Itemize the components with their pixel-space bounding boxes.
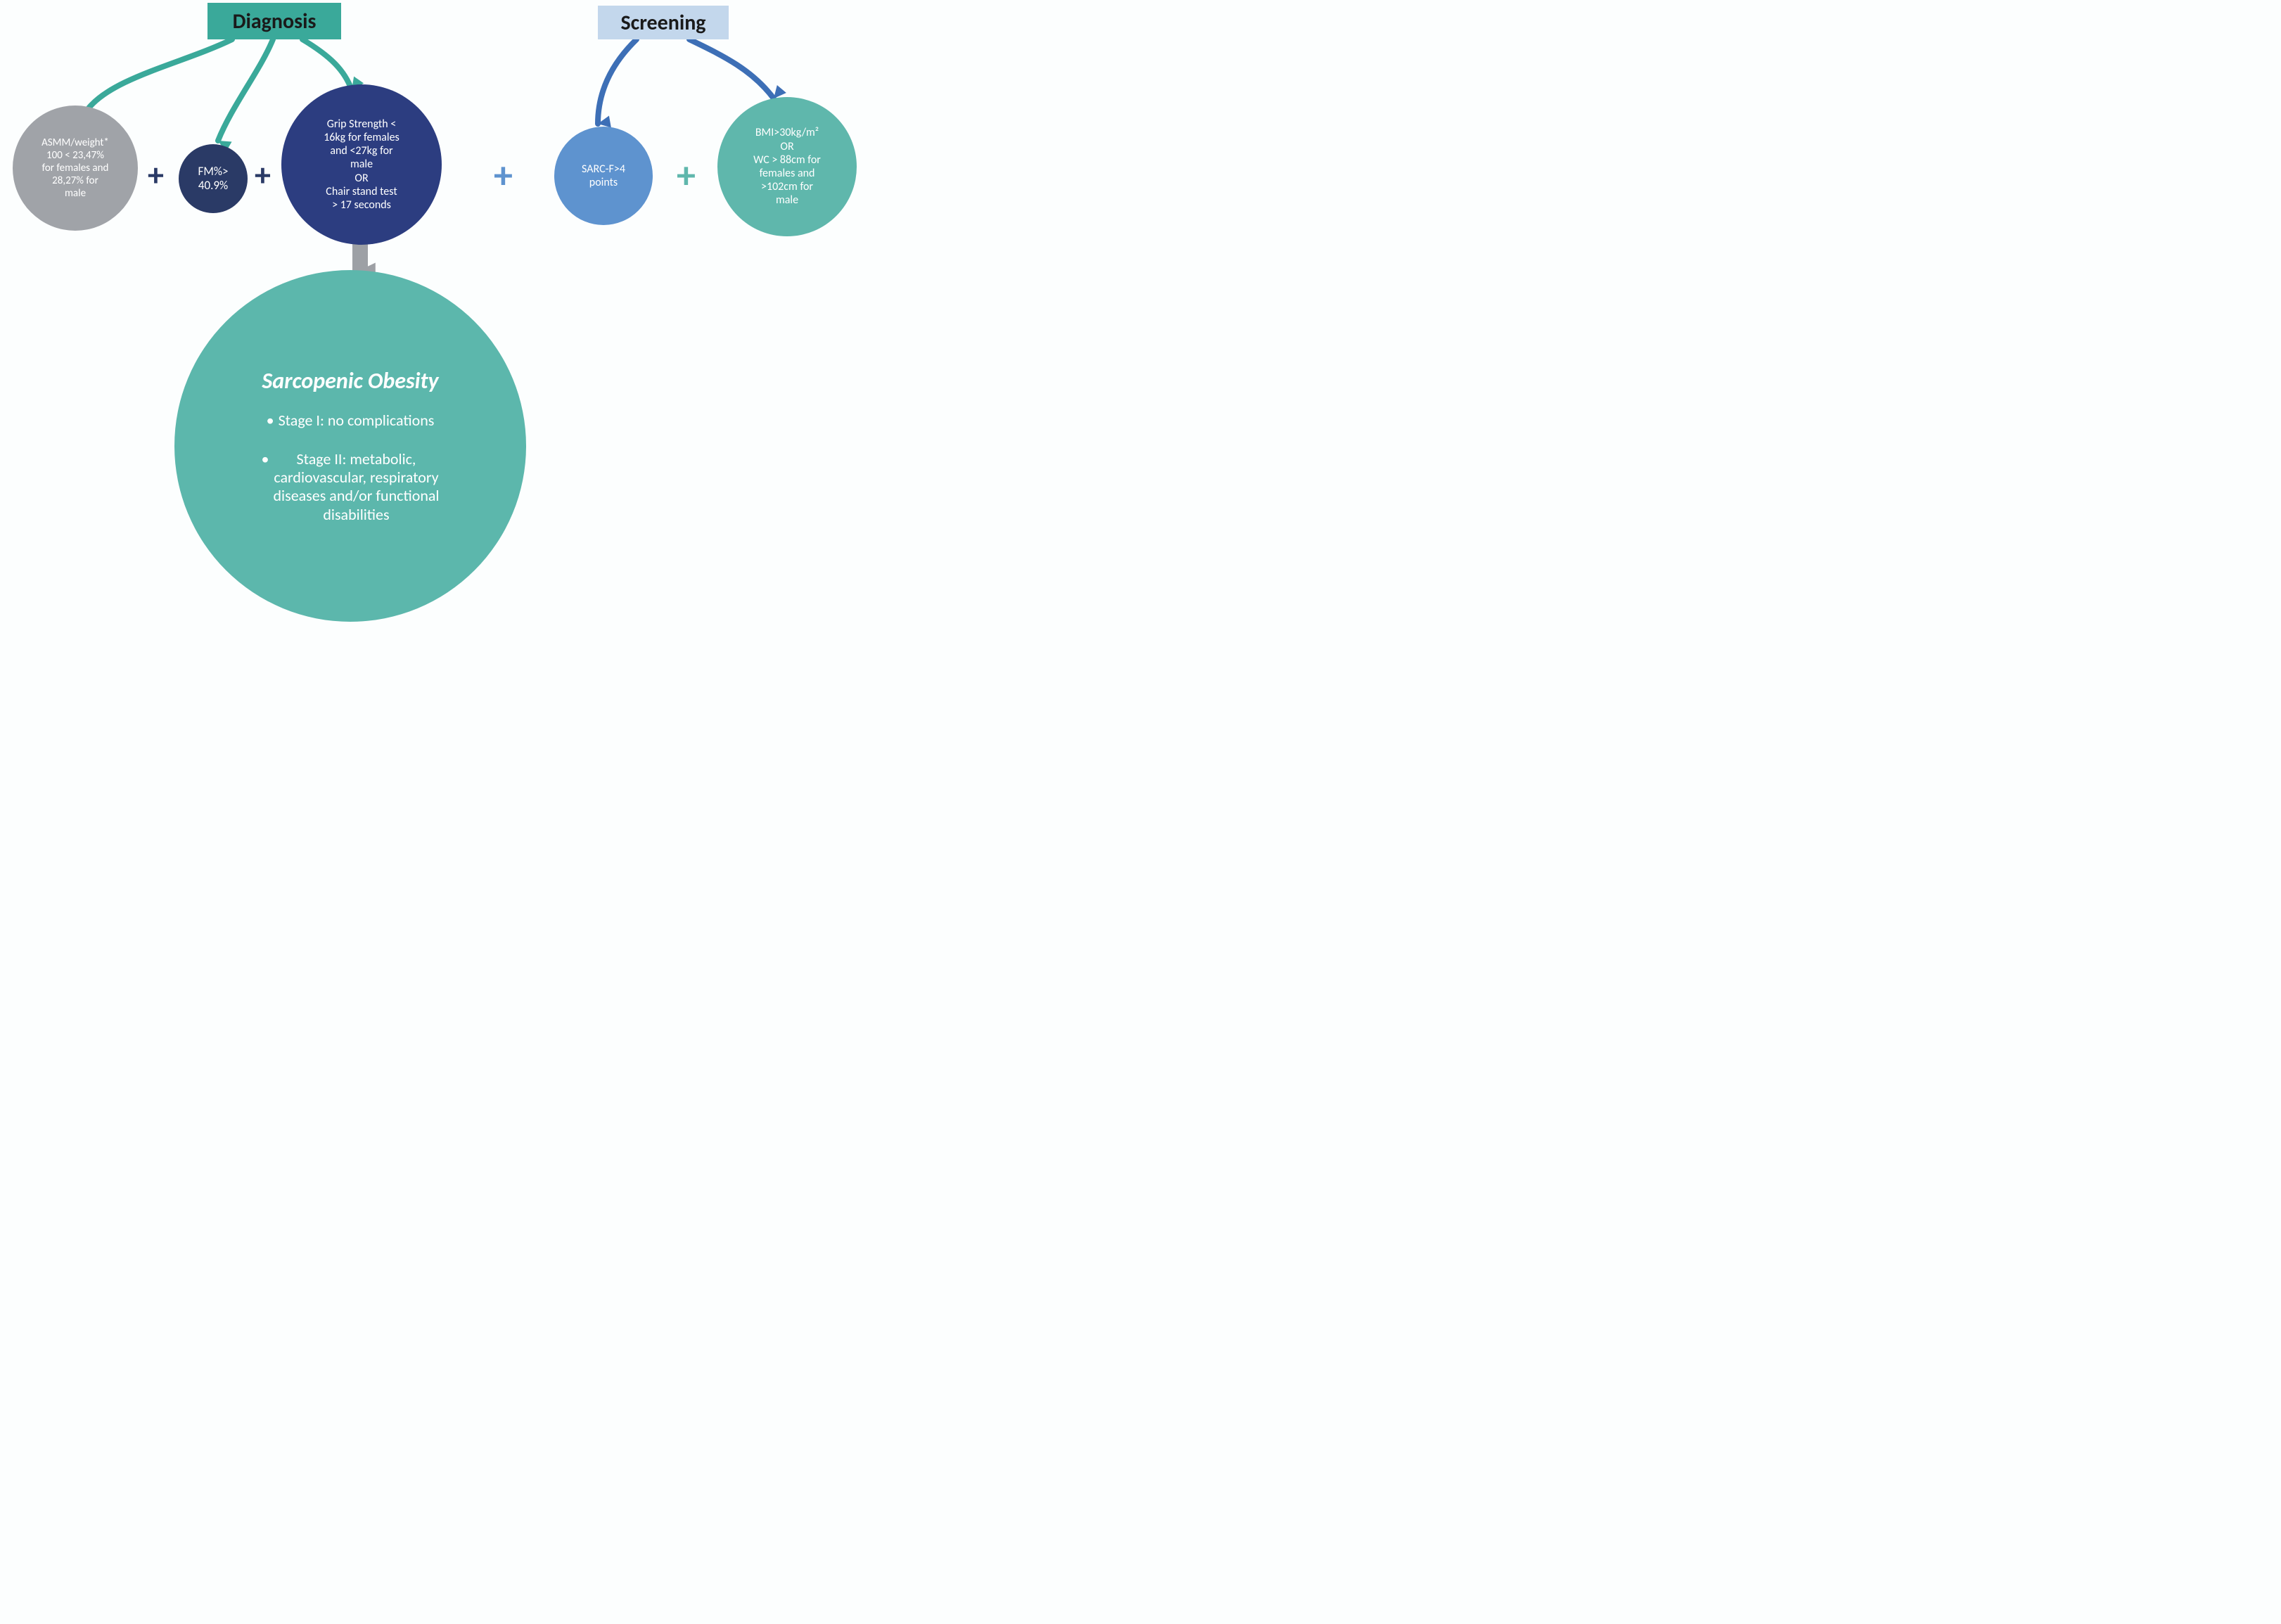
result-stage2: Stage II: metabolic,cardiovascular, resp… <box>262 450 440 525</box>
result-title: Sarcopenic Obesity <box>262 368 438 395</box>
node-grip: Grip Strength <16kg for femalesand <27kg… <box>281 84 442 245</box>
arrow-a_diag_left <box>88 39 232 109</box>
header-diagnosis: Diagnosis <box>207 3 341 39</box>
header-screening-label: Screening <box>620 10 705 36</box>
plus-4: + <box>677 156 696 194</box>
node-sarcf: SARC-F>4points <box>554 127 653 225</box>
arrow-a_diag_right <box>302 39 352 90</box>
arrow-a_diag_mid <box>218 39 273 141</box>
node-fm: FM%>40.9% <box>179 144 248 213</box>
header-screening: Screening <box>598 6 729 39</box>
node-bmi: BMI>30kg/m²ORWC > 88cm forfemales and>10… <box>717 97 857 236</box>
diagram-stage: Diagnosis Screening ASMM/weight*100 < 23… <box>0 0 913 650</box>
arrowhead-a_scr_left <box>598 116 611 128</box>
plus-1: + <box>148 159 164 191</box>
arrow-a_scr_left <box>598 39 637 124</box>
plus-3: + <box>494 156 513 194</box>
arrow-a_scr_right <box>689 39 774 98</box>
result-sarcopenic-obesity: Sarcopenic Obesity Stage I: no complicat… <box>174 270 526 622</box>
node-asmm: ASMM/weight*100 < 23,47%for females and2… <box>13 106 138 231</box>
result-stage1: Stage I: no complications <box>267 411 435 430</box>
header-diagnosis-label: Diagnosis <box>233 8 317 34</box>
plus-2: + <box>255 159 271 191</box>
